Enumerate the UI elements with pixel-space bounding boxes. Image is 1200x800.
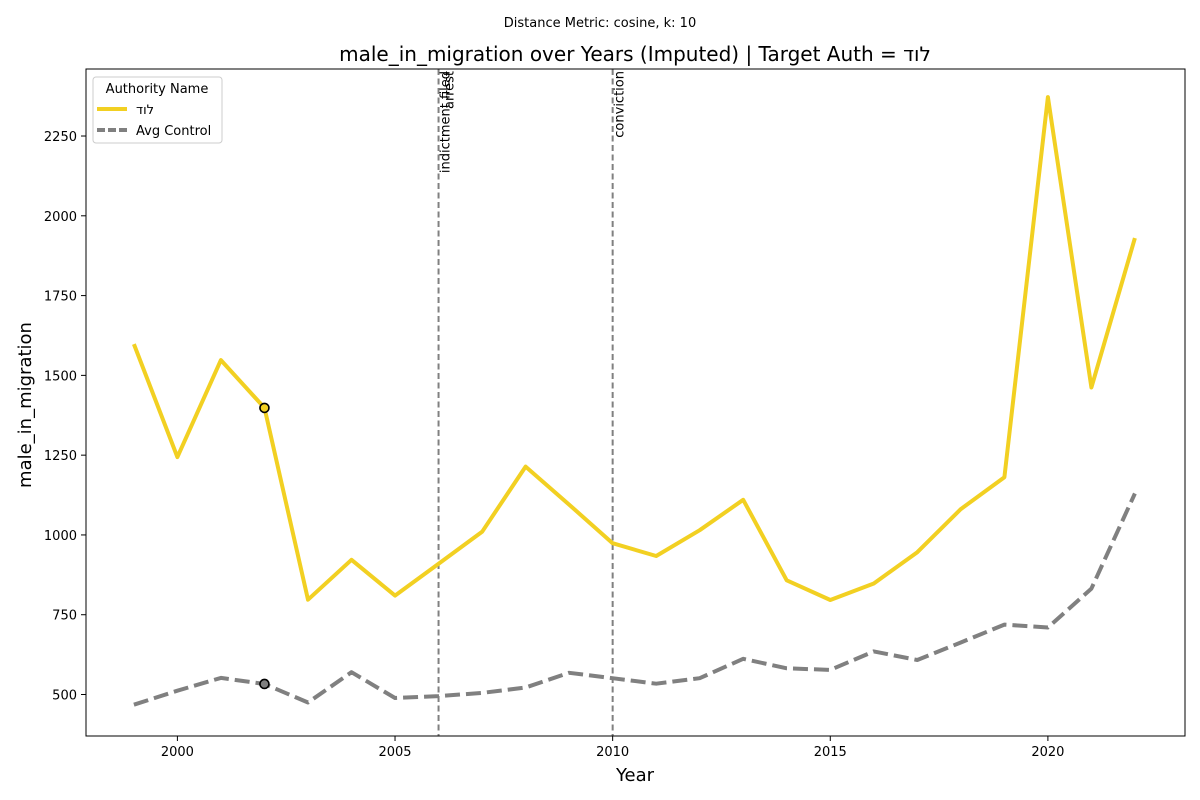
y-axis-title: male_in_migration [15,322,36,488]
axes: 2000 2005 2010 2015 2020 500 750 1000 1250 1500 17… [44,68,1186,760]
y-tick-label: 2000 [44,210,77,225]
y-tick-label: 1500 [44,369,77,384]
event-label: arrest [443,71,458,109]
chart-subtitle: Distance Metric: cosine, k: 10 [504,16,696,31]
x-tick-label: 2020 [1031,745,1064,760]
y-tick-label: 500 [52,689,77,704]
series-marker [259,678,270,690]
series-line-1 [133,492,1137,707]
y-tick-label: 750 [52,609,77,624]
legend-box [92,76,223,144]
y-tick-label: 1250 [44,449,77,464]
legend-label-0: לוד [136,103,154,118]
chart-title: male_in_migration over Years (Imputed) |… [339,42,931,66]
x-tick-label: 2015 [814,745,847,760]
y-tick-label: 1750 [44,290,77,305]
legend: Authority Name לוד Avg Control [92,76,223,144]
x-tick-label: 2010 [596,745,629,760]
series-marker [259,402,270,414]
y-tick-label: 2250 [44,130,77,145]
x-tick-label: 2005 [378,745,411,760]
event-label: conviction [613,71,628,138]
y-tick-label: 1000 [44,529,77,544]
legend-label-1: Avg Control [136,124,211,139]
event-label: indictment filed [439,71,454,173]
x-tick-label: 2000 [161,745,194,760]
series-line-0 [132,95,1137,602]
legend-title: Authority Name [106,82,209,97]
axes-frame [85,68,1186,737]
x-axis-title: Year [615,765,655,786]
